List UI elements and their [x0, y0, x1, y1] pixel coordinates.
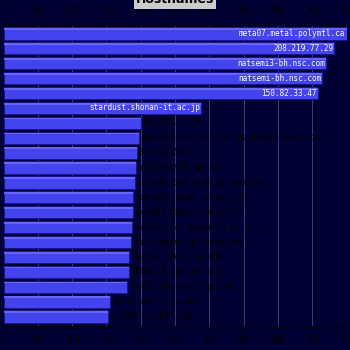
- Bar: [4, 296, 111, 298]
- Bar: [4, 206, 133, 218]
- Text: ABD4AE79.ipt.aol.com: ABD4AE79.ipt.aol.com: [130, 267, 222, 276]
- Bar: [4, 282, 129, 294]
- Bar: [4, 312, 107, 313]
- Text: axid.ewetib.upc.es: axid.ewetib.upc.es: [137, 163, 220, 172]
- Bar: [4, 102, 201, 114]
- Bar: [4, 161, 136, 174]
- Title: Hostnames: Hostnames: [136, 0, 214, 6]
- Bar: [4, 118, 141, 119]
- Bar: [4, 192, 135, 204]
- Bar: [4, 295, 111, 308]
- Bar: [4, 222, 133, 234]
- Bar: [4, 177, 136, 190]
- Bar: [4, 73, 324, 85]
- Bar: [4, 88, 320, 100]
- Bar: [4, 147, 136, 149]
- Bar: [4, 207, 133, 209]
- Bar: [4, 252, 130, 254]
- Bar: [4, 251, 130, 263]
- Bar: [4, 28, 348, 41]
- Text: sakurai.sci.toyama-u.ac.jp: sakurai.sci.toyama-u.ac.jp: [133, 223, 253, 232]
- Bar: [4, 132, 139, 144]
- Bar: [4, 192, 133, 194]
- Bar: [4, 191, 133, 203]
- Text: LLPROXY.LL.MIT.EDU: LLPROXY.LL.MIT.EDU: [109, 312, 192, 321]
- Bar: [4, 222, 132, 224]
- Bar: [4, 236, 131, 248]
- Text: clunker.phys.nwu.edu: clunker.phys.nwu.edu: [131, 252, 223, 261]
- Bar: [4, 237, 132, 249]
- Bar: [4, 267, 130, 279]
- Bar: [4, 72, 322, 84]
- Bar: [4, 162, 138, 175]
- Bar: [4, 58, 326, 60]
- Bar: [4, 27, 346, 40]
- Bar: [4, 118, 142, 130]
- Bar: [4, 103, 203, 115]
- Bar: [4, 162, 136, 164]
- Text: 208.215.47.69: 208.215.47.69: [142, 118, 202, 127]
- Bar: [4, 43, 336, 56]
- Bar: [4, 267, 128, 268]
- Bar: [4, 221, 132, 233]
- Text: tcaillatmac.jpl.nasa.gov: tcaillatmac.jpl.nasa.gov: [132, 238, 243, 246]
- Bar: [4, 296, 112, 309]
- Bar: [4, 57, 326, 69]
- Bar: [4, 310, 107, 323]
- Text: pool028-max4.ds16-ca-us.dialup.earthlink: pool028-max4.ds16-ca-us.dialup.earthlink: [140, 133, 325, 142]
- Text: 208.219.77.29: 208.219.77.29: [273, 44, 333, 53]
- Text: meta07.metal.polymtl.ca: meta07.metal.polymtl.ca: [239, 29, 345, 38]
- Bar: [4, 252, 131, 264]
- Bar: [4, 177, 135, 179]
- Text: Nano7.seas.ucla.edu: Nano7.seas.ucla.edu: [112, 297, 200, 306]
- Bar: [4, 28, 346, 30]
- Text: stardust.shonan-it.ac.jp: stardust.shonan-it.ac.jp: [89, 104, 200, 112]
- Bar: [4, 133, 140, 145]
- Bar: [4, 117, 141, 129]
- Bar: [4, 43, 334, 45]
- Bar: [4, 73, 322, 75]
- Text: 209.167.50.23: 209.167.50.23: [138, 148, 198, 157]
- Text: rsra61.fht-esslingen.de: rsra61.fht-esslingen.de: [128, 282, 235, 291]
- Bar: [4, 103, 201, 105]
- Bar: [4, 148, 138, 160]
- Bar: [4, 312, 109, 324]
- Text: natsemi3-bh.nsc.com: natsemi3-bh.nsc.com: [237, 59, 325, 68]
- Bar: [4, 42, 334, 55]
- Bar: [4, 176, 135, 189]
- Bar: [4, 207, 134, 219]
- Bar: [4, 133, 139, 134]
- Bar: [4, 88, 318, 90]
- Text: natsemi-bh.nsc.com: natsemi-bh.nsc.com: [238, 74, 321, 83]
- Bar: [4, 237, 131, 239]
- Bar: [4, 281, 127, 284]
- Bar: [4, 58, 328, 70]
- Text: genesi2.mines.u-nancy.fr: genesi2.mines.u-nancy.fr: [134, 208, 245, 217]
- Text: oberon29.mines.u-nancy.fr: oberon29.mines.u-nancy.fr: [135, 193, 250, 202]
- Text: sfr-qbu-pqf-vty4.as.wcom.net: sfr-qbu-pqf-vty4.as.wcom.net: [136, 178, 265, 187]
- Bar: [4, 266, 128, 278]
- Text: 150.82.33.47: 150.82.33.47: [261, 89, 317, 98]
- Bar: [4, 87, 318, 99]
- Bar: [4, 147, 136, 159]
- Bar: [4, 281, 127, 293]
